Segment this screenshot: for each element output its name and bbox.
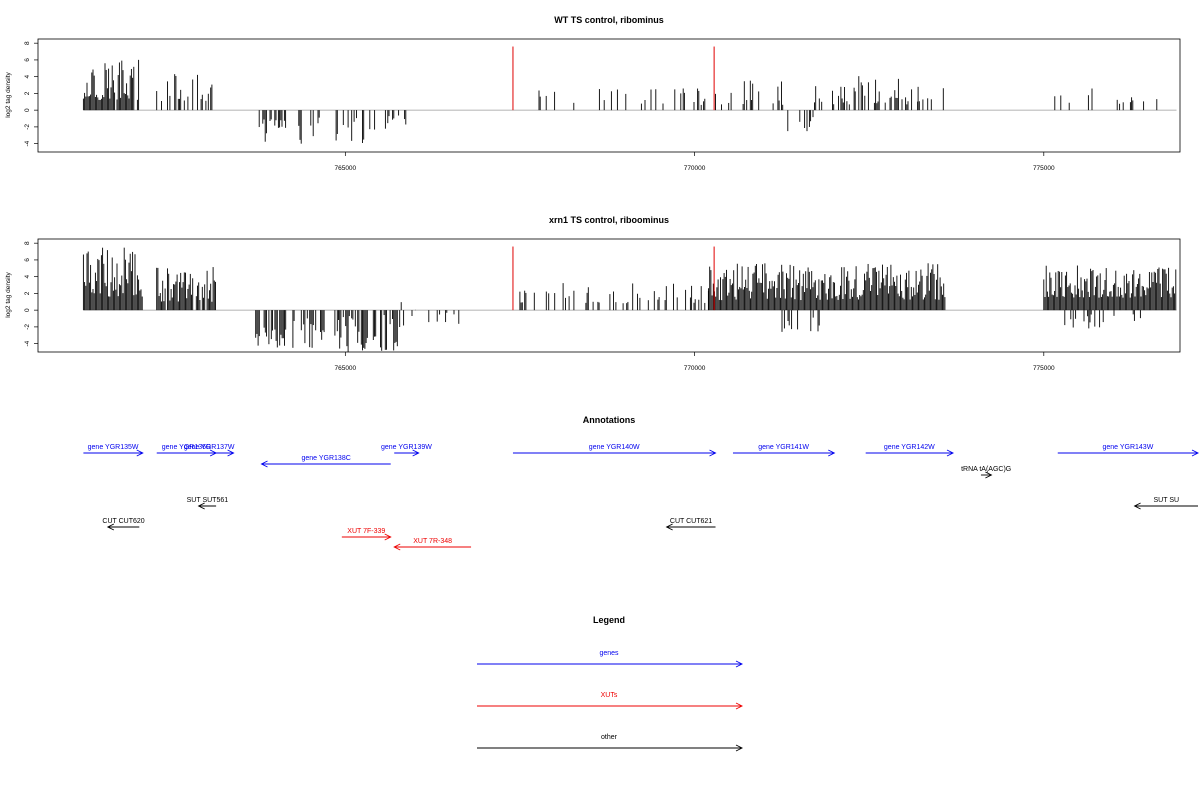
feature-label: gene YGR135W (88, 444, 139, 451)
y-tick-label: 8 (24, 241, 31, 245)
annotation-feature: gene YGR138C (260, 455, 391, 468)
feature-label: CUT CUT621 (670, 518, 712, 525)
feature-label: CUT CUT620 (102, 518, 144, 525)
feature-label: gene YGR142W (884, 444, 935, 451)
arrow-head-right (709, 449, 717, 457)
feature-label: gene YGR143W (1102, 444, 1153, 451)
feature-label: SUT SU (1154, 497, 1180, 504)
y-tick-label: -2 (24, 324, 31, 330)
wt-track-title: WT TS control, ribominus (554, 15, 664, 25)
annotation-feature: gene YGR143W (1057, 444, 1200, 457)
y-tick-label: 0 (24, 308, 31, 312)
annotation-feature: gene YGR135W (83, 444, 144, 457)
xrn1-y-axis: -4 -2 0 2 4 6 8 (24, 241, 38, 347)
xrn1-plot-frame (37, 238, 1181, 353)
y-tick-label: 0 (24, 108, 31, 112)
wt-track-panel: WT TS control, ribominus log2 tag densit… (5, 15, 1181, 172)
feature-label: XUT 7R-348 (413, 538, 452, 545)
wt-plot-frame (37, 38, 1181, 153)
y-tick-label: 4 (24, 74, 31, 78)
legend-arrow-head (735, 660, 744, 668)
legend-label: XUTs (601, 692, 618, 699)
annotation-feature: CUT CUT621 (665, 518, 716, 531)
feature-label: gene YGR141W (758, 444, 809, 451)
y-tick-label: -2 (24, 124, 31, 130)
annotation-feature: gene YGR139W (381, 444, 432, 457)
legend-title: Legend (593, 615, 625, 625)
x-tick-label: 765000 (334, 165, 356, 172)
legend-arrow-head (735, 744, 744, 752)
arrow-head-right (227, 449, 235, 457)
feature-label: XUT 7F-339 (347, 528, 385, 535)
y-tick-label: 2 (24, 291, 31, 295)
xrn1-y-axis-label: log2 tag density (5, 271, 12, 317)
legend-label: other (601, 734, 618, 741)
feature-label: gene YGR138C (301, 455, 350, 462)
xrn1-x-axis: 765000 770000 775000 (334, 352, 1055, 372)
arrow-head-right (412, 449, 420, 457)
y-tick-label: 8 (24, 41, 31, 45)
legend-item: XUTs (477, 692, 744, 710)
x-tick-label: 770000 (684, 165, 706, 172)
arrow-head-left (1133, 502, 1141, 510)
legend-arrow-head (735, 702, 744, 710)
annotation-feature: gene YGR142W (865, 444, 955, 457)
arrow-head-left (197, 502, 205, 510)
annotation-feature: SUT SUT561 (187, 497, 229, 510)
annotation-feature: CUT CUT620 (102, 518, 145, 531)
feature-label: gene YGR137W (184, 444, 235, 451)
annotations-title: Annotations (583, 415, 636, 425)
arrow-head-right (828, 449, 836, 457)
arrow-head-right (1191, 449, 1200, 457)
arrow-head-right (136, 449, 144, 457)
y-tick-label: -4 (24, 140, 31, 146)
feature-label: SUT SUT561 (187, 497, 229, 504)
x-tick-label: 770000 (684, 365, 706, 372)
arrow-head-right (384, 533, 392, 541)
annotation-feature: tRNA tA(AGC)G (961, 466, 1011, 479)
wt-y-axis: -4 -2 0 2 4 6 8 (24, 41, 38, 147)
wt-x-axis: 765000 770000 775000 (334, 152, 1055, 172)
feature-label: gene YGR139W (381, 444, 432, 451)
annotation-feature: gene YGR137W (184, 444, 235, 457)
annotation-feature: gene YGR140W (512, 444, 717, 457)
feature-label: tRNA tA(AGC)G (961, 466, 1011, 473)
feature-label: gene YGR140W (589, 444, 640, 451)
xrn1-bars (82, 246, 1177, 352)
wt-bars (82, 46, 1177, 144)
arrow-head-right (985, 471, 993, 479)
annotation-feature: SUT SU (1133, 497, 1198, 510)
y-tick-label: 4 (24, 274, 31, 278)
y-tick-label: -4 (24, 340, 31, 346)
annotation-feature: XUT 7F-339 (341, 528, 392, 541)
arrow-head-right (946, 449, 955, 457)
arrow-head-left (393, 543, 401, 551)
xrn1-track-title: xrn1 TS control, riboominus (549, 215, 669, 225)
xrn1-track-panel: xrn1 TS control, riboominus log2 tag den… (5, 215, 1181, 372)
y-tick-label: 2 (24, 91, 31, 95)
annotation-feature: gene YGR141W (732, 444, 836, 457)
wt-y-axis-label: log2 tag density (5, 71, 12, 117)
x-tick-label: 765000 (334, 365, 356, 372)
arrow-head-left (106, 523, 115, 531)
x-tick-label: 775000 (1033, 165, 1055, 172)
arrow-head-left (260, 460, 268, 468)
feature-label: gene YGR136R (162, 444, 211, 451)
y-tick-label: 6 (24, 58, 31, 62)
legend-label: genes (599, 650, 619, 657)
annotation-feature: XUT 7R-348 (393, 538, 472, 551)
legend: genes XUTs other (477, 650, 744, 752)
y-tick-label: 6 (24, 258, 31, 262)
x-tick-label: 775000 (1033, 365, 1055, 372)
legend-item: other (477, 734, 744, 752)
arrow-head-left (665, 523, 673, 531)
legend-item: genes (477, 650, 744, 668)
